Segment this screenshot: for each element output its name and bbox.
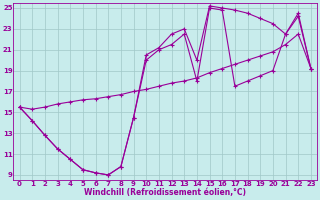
X-axis label: Windchill (Refroidissement éolien,°C): Windchill (Refroidissement éolien,°C) xyxy=(84,188,246,197)
